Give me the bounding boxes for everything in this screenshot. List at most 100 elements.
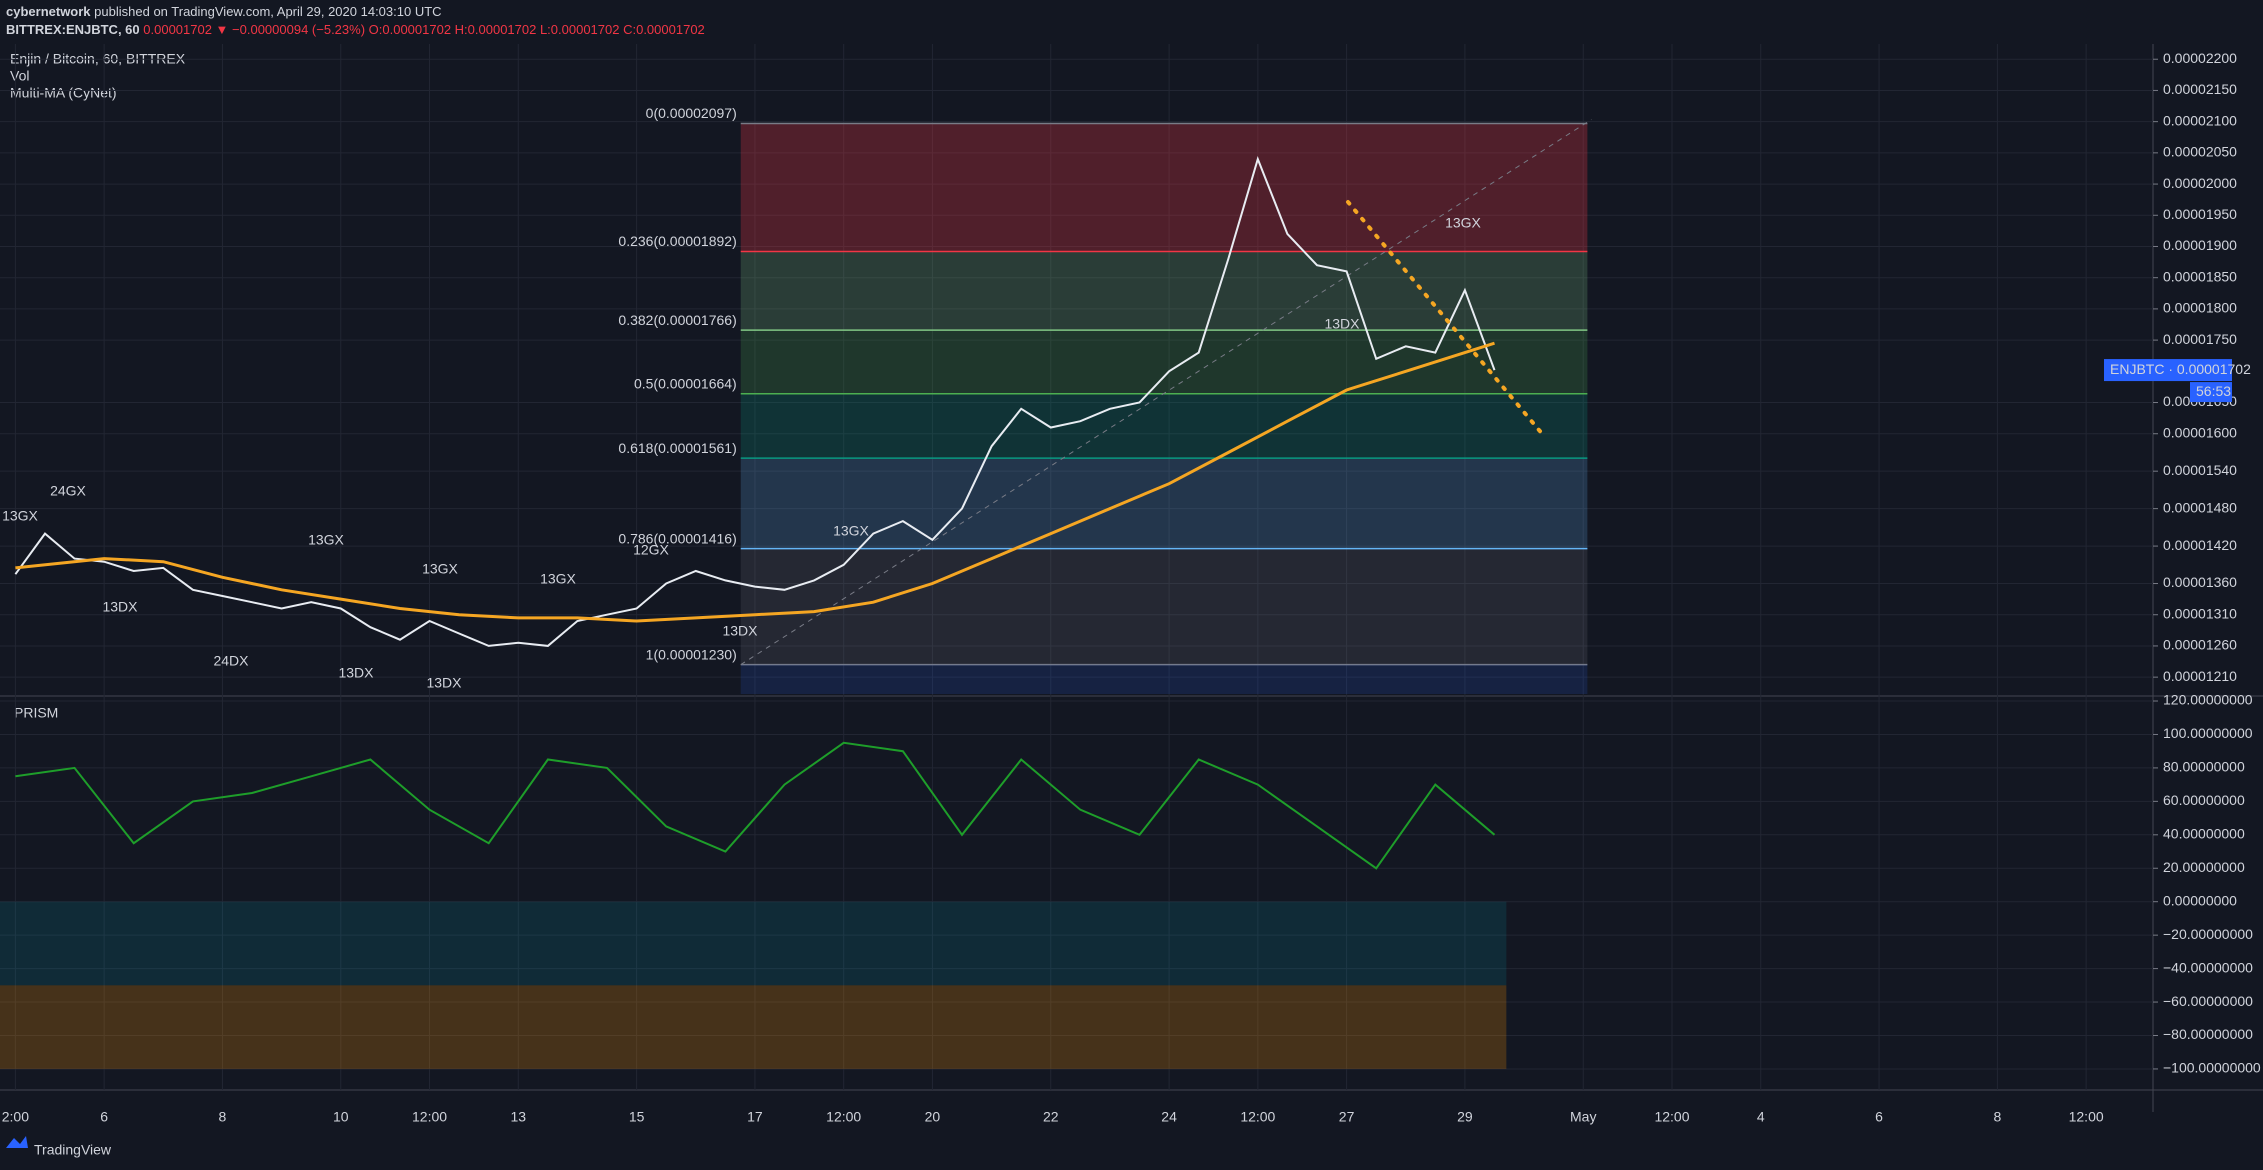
y-tick-label: 0.00001800 bbox=[2163, 300, 2237, 316]
y-tick-label: 0.00001540 bbox=[2163, 462, 2237, 478]
fib-band bbox=[740, 458, 1588, 549]
x-tick-label: 8 bbox=[219, 1109, 227, 1125]
y-tick-label: −80.00000000 bbox=[2163, 1026, 2253, 1042]
symbol: BITTREX:ENJBTC, 60 bbox=[6, 22, 140, 37]
fib-label: 0.236(0.00001892) bbox=[618, 233, 736, 249]
annotation: 13GX bbox=[422, 561, 458, 577]
quote-line: BITTREX:ENJBTC, 60 0.00001702 ▼ −0.00000… bbox=[6, 22, 705, 37]
y-tick-label: 0.00002200 bbox=[2163, 50, 2237, 66]
publisher: cybernetwork bbox=[6, 4, 91, 19]
x-tick-label: 17 bbox=[747, 1109, 763, 1125]
y-tick-label: 100.00000000 bbox=[2163, 725, 2253, 741]
fib-band bbox=[740, 330, 1588, 394]
header-line: cybernetwork published on TradingView.co… bbox=[6, 4, 442, 19]
annotation: 13GX bbox=[2, 508, 38, 524]
plot-bg bbox=[0, 44, 2153, 1112]
x-tick-label: 10 bbox=[333, 1109, 349, 1125]
y-tick-label: 0.00001600 bbox=[2163, 424, 2237, 440]
logo bbox=[6, 1136, 28, 1148]
fib-band bbox=[740, 251, 1588, 331]
fib-band bbox=[740, 548, 1588, 665]
x-tick-label: 12:00 bbox=[1240, 1109, 1275, 1125]
pane-title: PRISM bbox=[14, 705, 58, 721]
fib-label: 0.382(0.00001766) bbox=[618, 312, 736, 328]
fib-band bbox=[740, 123, 1588, 252]
y-tick-label: 0.00001210 bbox=[2163, 668, 2237, 684]
published: published on TradingView.com, April 29, … bbox=[94, 4, 442, 19]
fib-trend bbox=[740, 119, 1592, 666]
fib-label: 0.618(0.00001561) bbox=[618, 440, 736, 456]
y-tick-label: 120.00000000 bbox=[2163, 692, 2253, 708]
y-tick-label: 0.00000000 bbox=[2163, 892, 2237, 908]
annotation: 24DX bbox=[213, 653, 249, 669]
x-tick-label: 2:00 bbox=[2, 1109, 29, 1125]
y-tick-label: 0.00001310 bbox=[2163, 605, 2237, 621]
annotation: 24GX bbox=[50, 483, 86, 499]
annotation: 13GX bbox=[1445, 215, 1481, 231]
y-tick-label: 80.00000000 bbox=[2163, 759, 2245, 775]
y-tick-label: 0.00002100 bbox=[2163, 112, 2237, 128]
series-line bbox=[15, 741, 1496, 870]
annotation: 13DX bbox=[722, 623, 758, 639]
y-tick-label: −100.00000000 bbox=[2163, 1060, 2261, 1076]
y-tick-label: 0.00001420 bbox=[2163, 537, 2237, 553]
fib-label: 0.786(0.00001416) bbox=[618, 530, 736, 546]
y-tick-label: 0.00002150 bbox=[2163, 81, 2237, 97]
grid bbox=[0, 44, 2153, 1090]
annotation: 13DX bbox=[338, 665, 374, 681]
annotation: 13GX bbox=[308, 532, 344, 548]
y-tick-label: 0.00002050 bbox=[2163, 144, 2237, 160]
x-tick-label: 13 bbox=[510, 1109, 526, 1125]
fib-band bbox=[740, 664, 1588, 694]
x-tick-label: 8 bbox=[1993, 1109, 2001, 1125]
y-tick-label: 0.00001850 bbox=[2163, 268, 2237, 284]
x-tick-label: 6 bbox=[100, 1109, 108, 1125]
fib-band bbox=[740, 393, 1588, 459]
x-tick-label: 12:00 bbox=[2069, 1109, 2104, 1125]
x-tick-label: 12:00 bbox=[1654, 1109, 1689, 1125]
y-tick-label: 0.00001360 bbox=[2163, 574, 2237, 590]
trend-projection bbox=[1346, 200, 1546, 438]
x-tick-label: May bbox=[1570, 1109, 1596, 1125]
price-tag-bg bbox=[2104, 359, 2232, 382]
fib-label: 0.5(0.00001664) bbox=[634, 375, 737, 391]
legend-entry: Vol bbox=[10, 68, 29, 84]
fib-label: 1(0.00001230) bbox=[646, 646, 737, 662]
x-tick-label: 4 bbox=[1757, 1109, 1765, 1125]
y-tick-label: 0.00002000 bbox=[2163, 175, 2237, 191]
y-tick-label: 0.00001480 bbox=[2163, 499, 2237, 515]
x-tick-label: 20 bbox=[925, 1109, 941, 1125]
series-line bbox=[15, 341, 1495, 623]
legend-entry: Enjin / Bitcoin, 60, BITTREX bbox=[10, 51, 186, 67]
zone bbox=[0, 985, 1507, 1069]
x-tick-label: 27 bbox=[1339, 1109, 1355, 1125]
x-tick-label: 12:00 bbox=[412, 1109, 447, 1125]
y-tick-label: 0.00001260 bbox=[2163, 637, 2237, 653]
x-tick-label: 22 bbox=[1043, 1109, 1059, 1125]
series-line bbox=[14, 156, 1496, 647]
x-tick-label: 24 bbox=[1161, 1109, 1177, 1125]
x-tick-label: 29 bbox=[1457, 1109, 1473, 1125]
fib-label: 0(0.00002097) bbox=[646, 105, 737, 121]
annotation: 13DX bbox=[1324, 316, 1360, 332]
y-tick-label: 40.00000000 bbox=[2163, 826, 2245, 842]
quote: 0.00001702 ▼ −0.00000094 (−5.23%) O:0.00… bbox=[143, 22, 705, 37]
annotation: 13GX bbox=[833, 523, 869, 539]
y-tick-label: −40.00000000 bbox=[2163, 959, 2253, 975]
annotation: 13GX bbox=[540, 571, 576, 587]
annotation: 13DX bbox=[426, 675, 462, 691]
y-tick-label: 60.00000000 bbox=[2163, 792, 2245, 808]
price-tag: ENJBTC · 0.00001702 bbox=[2110, 361, 2251, 377]
y-tick-label: −20.00000000 bbox=[2163, 926, 2253, 942]
countdown: 56:53 bbox=[2196, 383, 2231, 399]
y-tick-label: 20.00000000 bbox=[2163, 859, 2245, 875]
y-tick-label: 0.00001750 bbox=[2163, 331, 2237, 347]
annotation: 13DX bbox=[102, 599, 138, 615]
footer: TradingView bbox=[34, 1142, 112, 1158]
x-tick-label: 6 bbox=[1875, 1109, 1883, 1125]
zone bbox=[0, 901, 1507, 986]
x-tick-label: 12:00 bbox=[826, 1109, 861, 1125]
legend-entry: Multi-MA (CyNet) bbox=[10, 85, 117, 101]
